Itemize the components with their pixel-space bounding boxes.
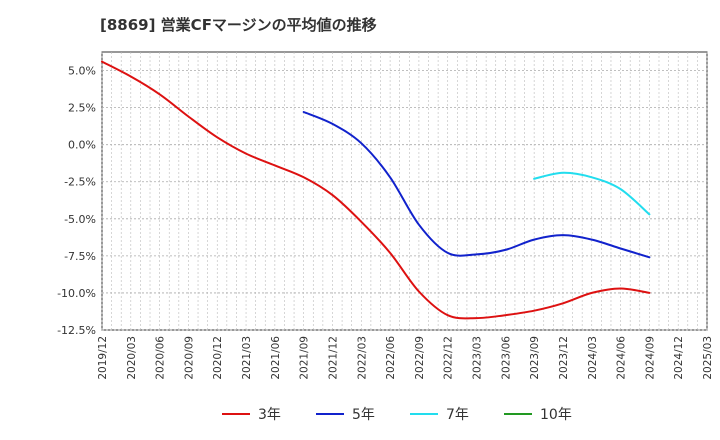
x-tick-label: 2024/03 (587, 336, 599, 380)
x-tick-label: 2020/09 (183, 336, 195, 380)
series-line-1 (302, 111, 651, 259)
x-tick-label: 2024/09 (644, 336, 656, 380)
x-tick-label: 2021/09 (299, 336, 311, 380)
y-tick-label: -12.5% (57, 324, 96, 337)
x-tick-label: 2022/06 (385, 336, 397, 380)
legend-label-1: 5年 (352, 407, 375, 423)
y-tick-label: 0.0% (68, 139, 96, 152)
x-tick-label: 2021/06 (270, 336, 282, 380)
x-tick-label: 2019/12 (97, 336, 109, 380)
x-tick-label: 2022/03 (356, 336, 368, 380)
y-tick-label: -2.5% (64, 176, 96, 189)
x-tick-label: 2022/12 (443, 336, 455, 380)
x-tick-label: 2020/03 (126, 336, 138, 380)
x-tick-label: 2025/03 (702, 336, 714, 380)
y-tick-label: -10.0% (57, 287, 96, 300)
x-axis: 2019/12 2020/03 2020/06 2020/09 2020/12 2021/… (97, 336, 714, 380)
x-tick-label: 2021/03 (241, 336, 253, 380)
series-line-2 (533, 171, 651, 216)
y-tick-label: -7.5% (64, 250, 96, 263)
x-tick-label: 2020/12 (212, 336, 224, 380)
legend-label-3: 10年 (540, 407, 572, 423)
series-line-0 (101, 60, 651, 320)
y-tick-label: -5.0% (64, 213, 96, 226)
legend-label-0: 3年 (258, 407, 281, 423)
legend: 3年 5年 7年 10年 (222, 407, 572, 423)
x-tick-label: 2024/12 (673, 336, 685, 380)
y-tick-label: 2.5% (68, 102, 96, 115)
x-tick-label: 2020/06 (155, 336, 167, 380)
series-lines (101, 60, 651, 320)
y-tick-label: 5.0% (68, 65, 96, 78)
x-tick-label: 2021/12 (327, 336, 339, 380)
x-tick-label: 2023/06 (500, 336, 512, 380)
plot-area (101, 51, 708, 331)
x-tick-label: 2024/06 (616, 336, 628, 380)
x-tick-label: 2023/09 (529, 336, 541, 380)
x-tick-label: 2023/12 (558, 336, 570, 380)
x-tick-label: 2022/09 (414, 336, 426, 380)
chart-title: [8869] 営業CFマージンの平均値の推移 (100, 16, 377, 34)
y-axis: 5.0% 2.5% 0.0% -2.5% -5.0% -7.5% -10.0% -12.5% (57, 65, 96, 337)
x-tick-label: 2023/03 (472, 336, 484, 380)
legend-label-2: 7年 (446, 407, 469, 423)
